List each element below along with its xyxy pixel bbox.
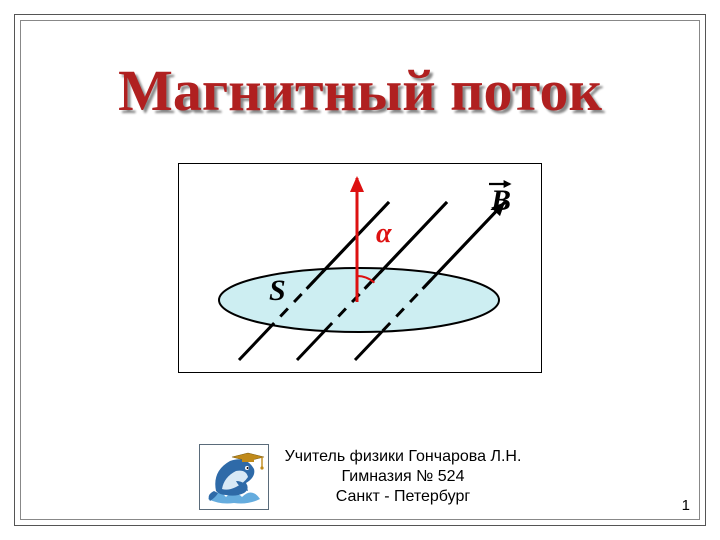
svg-text:S: S (269, 274, 286, 307)
footer-line-3: Санкт - Петербург (285, 487, 522, 507)
title-text: Магнитный поток (118, 58, 602, 123)
svg-text:α: α (376, 218, 392, 249)
footer-line-1: Учитель физики Гончарова Л.Н. (285, 447, 522, 467)
footer-block: Учитель физики Гончарова Л.Н. Гимназия №… (0, 444, 720, 510)
magnetic-flux-diagram: Sα B (178, 163, 542, 373)
dolphin-logo (199, 444, 269, 510)
footer-text: Учитель физики Гончарова Л.Н. Гимназия №… (285, 447, 522, 507)
footer-line-2: Гимназия № 524 (285, 467, 522, 487)
page-number: 1 (682, 497, 690, 514)
diagram-svg: Sα B (179, 164, 541, 372)
dolphin-icon (202, 447, 266, 507)
svg-text:B: B (490, 184, 511, 217)
slide-title: Магнитный поток (0, 62, 720, 120)
